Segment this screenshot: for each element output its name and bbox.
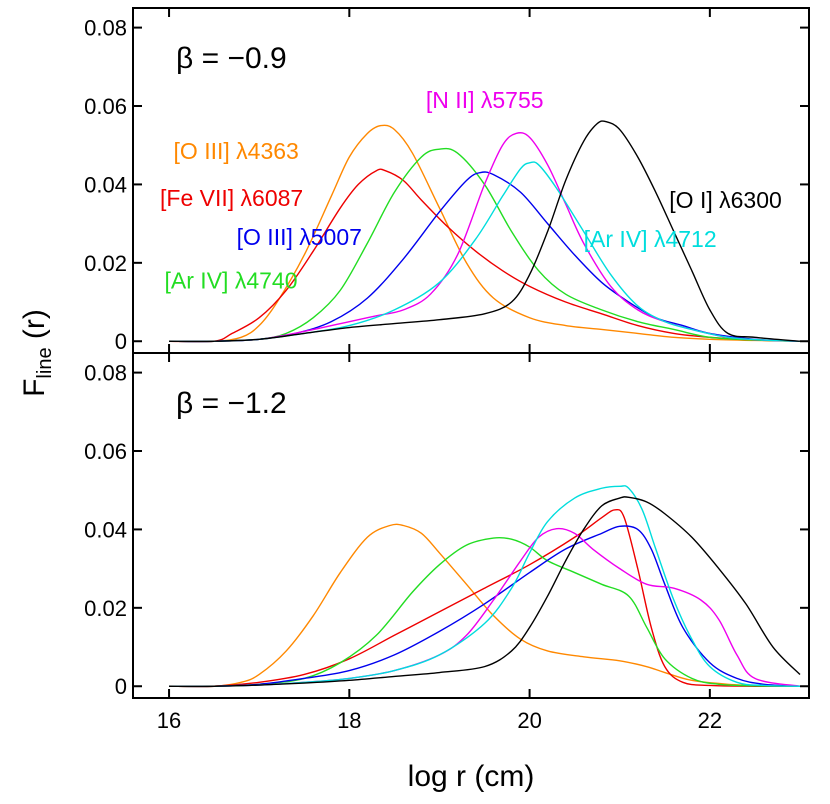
series-line-fe-vii-6087 [169,508,800,688]
top-panel-beta-label: β = −0.9 [176,42,287,75]
y-tick-label: 0.04 [84,517,127,542]
series-line-ar-iv-4712 [169,485,801,688]
series-line-o-iii-5007 [169,525,801,688]
y-tick-label: 0.08 [84,361,127,386]
x-tick-label: 18 [337,708,361,733]
y-tick-label: 0.06 [84,439,127,464]
line-label: [N II] λ5755 [426,87,544,113]
y-axis-title-suffix: (r) [18,309,51,347]
y-tick-label: 0 [115,674,127,699]
series-line-o-i-6300 [169,120,801,343]
y-tick-label: 0.08 [84,16,127,41]
y-tick-label: 0.06 [84,94,127,119]
line-label: [Fe VII] λ6087 [160,185,303,211]
x-tick-label: 22 [698,708,722,733]
line-label: [O I] λ6300 [669,187,782,213]
x-tick-label: 20 [517,708,541,733]
x-tick-label: 16 [157,708,181,733]
series-line-o-iii-4363 [169,124,801,343]
axis-ticks: 0 0.02 0.04 0.06 0.08 0 0.02 0.04 0.06 0.08 16 18 20… [84,8,809,733]
y-tick-label: 0.04 [84,172,127,197]
y-axis-title: Fline (r) [18,309,56,397]
series-line-fe-vii-6087 [169,168,801,343]
series-line-ar-iv-4740 [169,147,801,343]
y-tick-label: 0 [115,329,127,354]
x-axis-title: log r (cm) [408,760,535,793]
series-line-o-iii-4363 [169,523,800,688]
line-label: [O III] λ5007 [237,224,362,250]
line-label: [Ar IV] λ4712 [584,226,717,252]
line-label: [Ar IV] λ4740 [165,267,298,293]
top-panel-series [169,120,801,343]
bottom-panel-series [169,485,801,688]
y-axis-title-main: F [18,379,51,397]
bottom-panel-beta-label: β = −1.2 [176,387,287,420]
y-axis-title-subscript: line [34,347,56,378]
series-line-o-i-6300 [169,496,801,688]
top-panel-line-labels: [O III] λ4363 [Fe VII] λ6087 [O III] λ5007… [160,87,782,293]
y-tick-label: 0.02 [84,596,127,621]
series-line-ar-iv-4740 [169,536,800,688]
y-tick-label: 0.02 [84,251,127,276]
line-label: [O III] λ4363 [174,138,299,164]
bottom-panel-frame [132,352,810,699]
